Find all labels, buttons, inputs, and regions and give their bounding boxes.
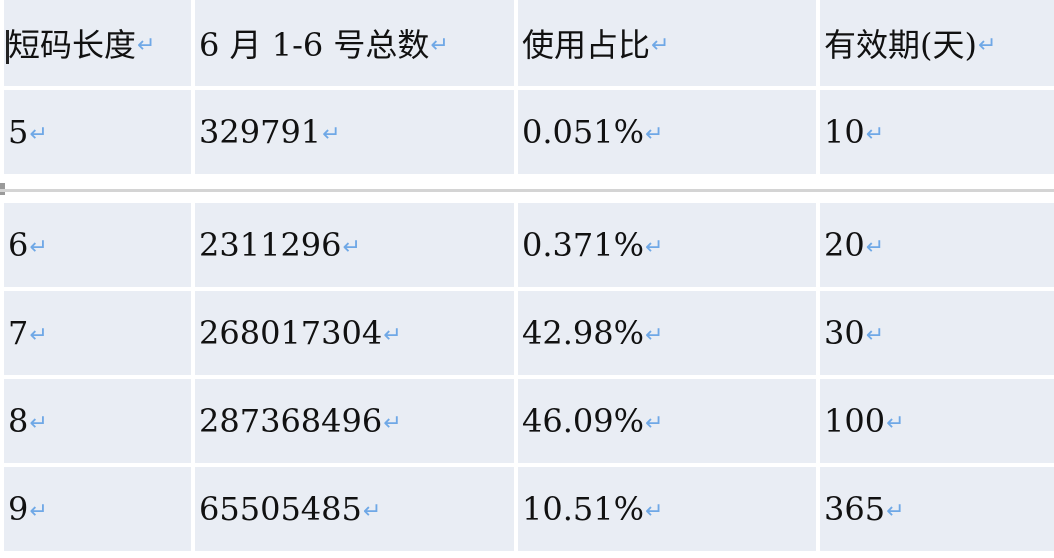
table-cell[interactable]: 268017304 ↵ (195, 291, 514, 375)
cell-value: 46.09% (522, 402, 645, 440)
header-validity-label: 有效期(天) (824, 26, 977, 64)
return-icon: ↵ (362, 498, 382, 524)
header-cell-length[interactable]: 短码长度 ↵ (4, 0, 191, 86)
table-cell[interactable]: 365 ↵ (820, 467, 1054, 551)
return-icon: ↵ (865, 234, 885, 260)
cell-value: 2311296 (199, 226, 342, 264)
cell-value: 20 (824, 226, 865, 264)
header-length-label: 短码长度 (8, 26, 137, 64)
return-icon: ↵ (29, 498, 48, 524)
table-cell[interactable]: 65505485 ↵ (195, 467, 514, 551)
header-cell-total[interactable]: 6 月 1-6 号总数 ↵ (195, 0, 514, 86)
return-icon: ↵ (29, 121, 48, 147)
return-icon: ↵ (383, 410, 402, 436)
return-icon: ↵ (137, 32, 156, 58)
text-cursor (6, 30, 9, 64)
table-cell[interactable]: 100 ↵ (820, 379, 1054, 463)
cell-value: 268017304 (199, 314, 383, 352)
return-icon: ↵ (886, 498, 905, 524)
table-cell[interactable]: 8 ↵ (4, 379, 191, 463)
table-cell[interactable]: 0.371% ↵ (518, 203, 816, 287)
return-icon: ↵ (322, 121, 341, 147)
return-icon: ↵ (29, 410, 48, 436)
return-icon: ↵ (29, 234, 48, 260)
cell-value: 10.51% (522, 490, 645, 528)
cell-value: 42.98% (522, 314, 645, 352)
cell-value: 6 (8, 226, 29, 264)
return-icon: ↵ (865, 322, 885, 348)
table-cell[interactable]: 30 ↵ (820, 291, 1054, 375)
return-icon: ↵ (977, 32, 997, 58)
table-cell[interactable]: 20 ↵ (820, 203, 1054, 287)
table-cell[interactable]: 7 ↵ (4, 291, 191, 375)
return-icon: ↵ (29, 322, 48, 348)
cell-value: 30 (824, 314, 865, 352)
cell-value: 287368496 (199, 402, 383, 440)
cell-value: 10 (824, 113, 865, 151)
return-icon: ↵ (645, 322, 664, 348)
table-cell[interactable]: 287368496 ↵ (195, 379, 514, 463)
return-icon: ↵ (651, 32, 670, 58)
table-cell[interactable]: 9 ↵ (4, 467, 191, 551)
header-cell-ratio[interactable]: 使用占比 ↵ (518, 0, 816, 86)
cell-value: 8 (8, 402, 29, 440)
return-icon: ↵ (645, 498, 664, 524)
cell-value: 65505485 (199, 490, 362, 528)
return-icon: ↵ (645, 121, 664, 147)
table-cell[interactable]: 42.98% ↵ (518, 291, 816, 375)
table-cell[interactable]: 5 ↵ (4, 90, 191, 174)
table-cell[interactable]: 6 ↵ (4, 203, 191, 287)
table-cell[interactable]: 0.051% ↵ (518, 90, 816, 174)
table-page-2: 6 ↵ 2311296 ↵ 0.371% ↵ 20 ↵ 7 ↵ 268017304 ↵ 42… (4, 203, 1054, 551)
table-cell[interactable]: 10 ↵ (820, 90, 1054, 174)
return-icon: ↵ (430, 32, 449, 58)
cell-value: 9 (8, 490, 29, 528)
cell-value: 329791 (199, 113, 322, 151)
header-cell-validity[interactable]: 有效期(天) ↵ (820, 0, 1054, 86)
table-cell[interactable]: 10.51% ↵ (518, 467, 816, 551)
cell-value: 365 (824, 490, 886, 528)
cell-value: 7 (8, 314, 29, 352)
table-cell[interactable]: 329791 ↵ (195, 90, 514, 174)
header-ratio-label: 使用占比 (522, 26, 651, 64)
return-icon: ↵ (645, 234, 664, 260)
cell-value: 100 (824, 402, 886, 440)
header-total-label: 6 月 1-6 号总数 (199, 26, 430, 64)
return-icon: ↵ (342, 234, 361, 260)
page-break-divider (0, 189, 1054, 192)
table-cell[interactable]: 46.09% ↵ (518, 379, 816, 463)
table-cell[interactable]: 2311296 ↵ (195, 203, 514, 287)
return-icon: ↵ (383, 322, 402, 348)
table-page-1: 短码长度 ↵ 6 月 1-6 号总数 ↵ 使用占比 ↵ 有效期(天) ↵ 5 ↵ 3297… (4, 0, 1054, 174)
return-icon: ↵ (645, 410, 664, 436)
return-icon: ↵ (886, 410, 905, 436)
cell-value: 5 (8, 113, 29, 151)
cell-value: 0.051% (522, 113, 645, 151)
cell-value: 0.371% (522, 226, 645, 264)
return-icon: ↵ (865, 121, 885, 147)
